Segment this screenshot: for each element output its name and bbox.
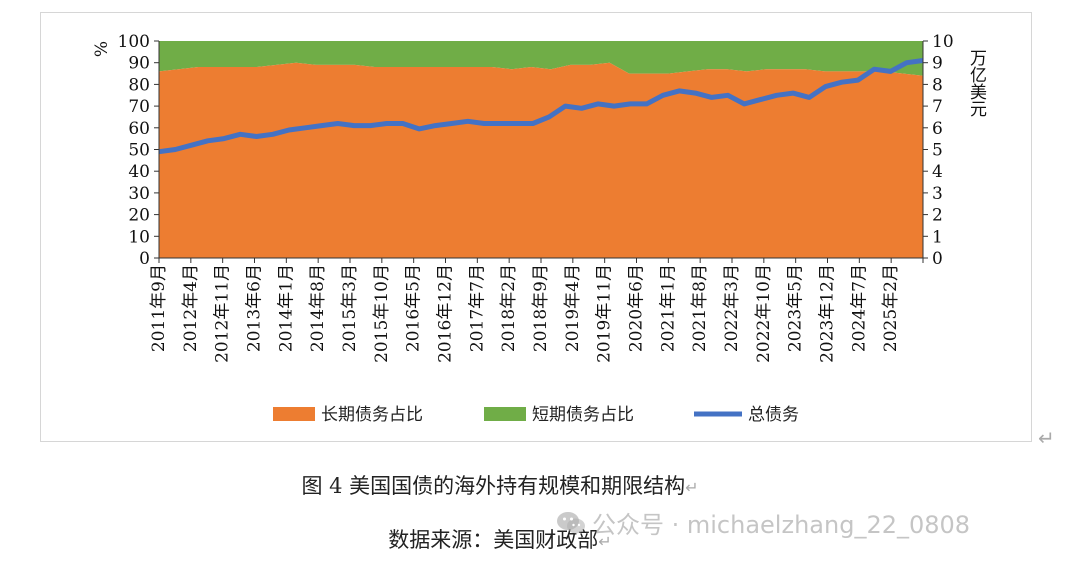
watermark-text: 公众号 · michaelzhang_22_0808: [592, 511, 971, 539]
watermark: 公众号 · michaelzhang_22_0808: [556, 505, 970, 541]
legend-long-term-swatch: [273, 407, 315, 421]
x-tick-label: 2016年12月: [436, 264, 456, 363]
right-tick-label: 0: [932, 249, 943, 269]
chart-frame: 0 10 20 30 40 50 60 70 80 90 100 0 1 2 3 4 5 6 7 8 9 10 2011…: [40, 12, 1032, 442]
x-tick-label: 2015年10月: [372, 264, 392, 363]
left-tick-label: 0: [139, 249, 150, 269]
x-tick-label: 2011年9月: [149, 264, 169, 352]
right-tick-label: 9: [932, 54, 943, 74]
right-tick-label: 4: [932, 162, 943, 182]
x-tick-label: 2018年9月: [531, 264, 551, 352]
caption-return-mark: ↵: [685, 478, 699, 497]
left-tick-label: 70: [128, 97, 150, 117]
paragraph-return-mark: ↵: [1038, 426, 1055, 450]
caption-text: 图 4 美国国债的海外持有规模和期限结构: [301, 474, 686, 498]
wechat-icon: [556, 511, 586, 541]
legend-short-term: 短期债务占比: [484, 405, 634, 425]
right-tick-label: 7: [932, 97, 943, 117]
x-tick-label: 2023年5月: [786, 264, 806, 352]
left-axis-unit: %: [92, 41, 112, 57]
source-return-mark: ↵: [598, 532, 612, 551]
x-tick-label: 2023年12月: [818, 264, 838, 363]
x-tick-label: 2014年1月: [276, 264, 296, 352]
legend: 长期债务占比 短期债务占比 总债务: [273, 405, 799, 425]
x-tick-label: 2012年4月: [181, 264, 201, 352]
total-debt-line-layer: [158, 58, 924, 155]
legend-long-term-label: 长期债务占比: [321, 405, 423, 425]
right-axis-label-text: 万亿美元: [966, 49, 987, 117]
stacked-areas: [159, 41, 923, 259]
total-debt-line: [158, 58, 924, 155]
legend-total-debt: 总债务: [694, 405, 799, 425]
short-term-share-area: [159, 41, 923, 76]
x-tick-label: 2013年6月: [245, 264, 265, 352]
left-tick-label: 100: [118, 32, 150, 52]
x-tick-label: 2019年4月: [563, 264, 583, 352]
right-tick-label: 1: [932, 227, 943, 247]
right-axis-label: 万亿美元: [966, 49, 987, 117]
left-tick-label: 20: [128, 206, 150, 226]
x-tick-label: 2016年5月: [404, 264, 424, 352]
long-term-share-area: [159, 62, 923, 259]
legend-total-debt-label: 总债务: [748, 405, 799, 425]
x-tick-label: 2019年11月: [595, 264, 615, 363]
legend-long-term: 长期债务占比: [273, 405, 423, 425]
left-tick-label: 90: [128, 54, 150, 74]
source-text: 数据来源：美国财政部: [388, 528, 599, 552]
x-tick-label: 2015年3月: [340, 264, 360, 352]
x-tick-label: 2018年2月: [499, 264, 519, 352]
x-tick-label: 2024年7月: [849, 264, 869, 352]
x-axis-ticks: 2011年9月 2012年4月 2012年11月 2013年6月 2014年1月 2014…: [149, 258, 924, 363]
x-tick-label: 2012年11月: [213, 264, 233, 363]
left-tick-label: 10: [128, 227, 150, 247]
x-tick-label: 2022年3月: [722, 264, 742, 352]
x-tick-label: 2025年2月: [881, 264, 901, 352]
x-tick-label: 2020年6月: [627, 264, 647, 352]
x-tick-label: 2014年8月: [308, 264, 328, 352]
left-tick-label: 80: [128, 75, 150, 95]
legend-short-term-label: 短期债务占比: [532, 405, 634, 425]
left-tick-label: 30: [128, 184, 150, 204]
x-tick-label: 2021年1月: [658, 264, 678, 352]
figure-caption: 图 4 美国国债的海外持有规模和期限结构↵: [0, 470, 1000, 500]
legend-short-term-swatch: [484, 407, 526, 421]
x-tick-label: 2017年7月: [467, 264, 487, 352]
x-tick-label: 2022年10月: [754, 264, 774, 363]
right-tick-label: 10: [932, 32, 954, 52]
right-tick-label: 6: [932, 119, 943, 139]
right-tick-label: 3: [932, 184, 943, 204]
figure-source: 数据来源：美国财政部↵: [0, 524, 1000, 554]
right-tick-label: 2: [932, 206, 943, 226]
right-tick-label: 8: [932, 75, 943, 95]
x-tick-label: 2021年8月: [690, 264, 710, 352]
left-tick-label: 50: [128, 141, 150, 161]
left-tick-label: 60: [128, 119, 150, 139]
right-tick-label: 5: [932, 141, 943, 161]
left-tick-label: 40: [128, 162, 150, 182]
